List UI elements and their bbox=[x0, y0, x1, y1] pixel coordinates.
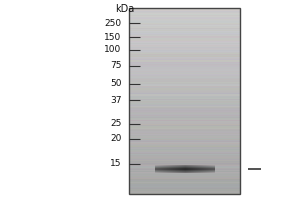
Text: 150: 150 bbox=[104, 32, 122, 42]
Text: 75: 75 bbox=[110, 62, 122, 71]
Text: 20: 20 bbox=[110, 134, 122, 143]
Text: 50: 50 bbox=[110, 79, 122, 88]
Text: 37: 37 bbox=[110, 96, 122, 105]
Text: 100: 100 bbox=[104, 45, 122, 54]
Text: 250: 250 bbox=[104, 19, 122, 27]
Text: kDa: kDa bbox=[115, 4, 134, 14]
Bar bbox=[129, 8, 240, 194]
Text: 25: 25 bbox=[110, 119, 122, 128]
Text: 15: 15 bbox=[110, 159, 122, 168]
